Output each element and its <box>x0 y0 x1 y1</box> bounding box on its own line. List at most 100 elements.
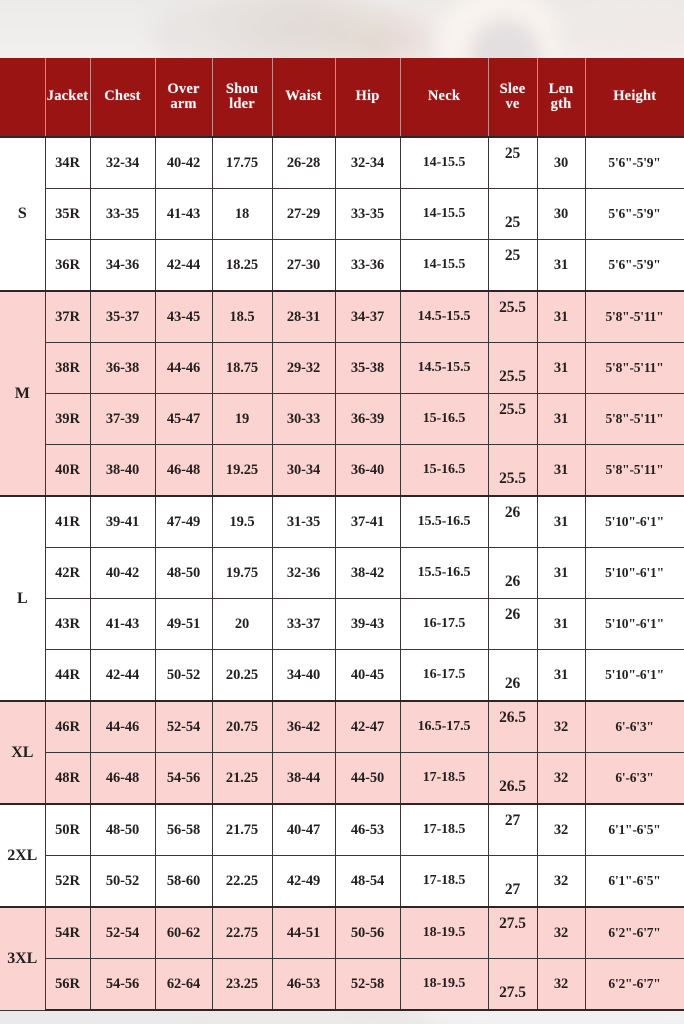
cell-sleeve: 26.5 <box>487 700 538 753</box>
cell-waist: 30-33 <box>271 393 336 445</box>
cell-waist: 28-31 <box>271 290 336 343</box>
cell-waist: 30-34 <box>271 444 336 497</box>
cell-overarm: 52-54 <box>154 700 213 753</box>
cell-overarm: 60-62 <box>154 906 213 959</box>
size-label-s: S <box>0 136 46 292</box>
cell-shoulder: 21.25 <box>211 752 273 805</box>
cell-jacket: 40R <box>44 444 91 497</box>
cell-chest: 54-56 <box>89 958 156 1011</box>
cell-jacket: 48R <box>44 752 91 805</box>
cell-overarm: 42-44 <box>154 239 213 292</box>
cell-overarm: 56-58 <box>154 803 213 856</box>
table-row: 56R 54-56 62-64 23.25 46-53 52-58 18-19.5 27.5 3… <box>0 958 684 1011</box>
cell-shoulder: 19.75 <box>211 547 273 599</box>
cell-height: 6'1"-6'5" <box>584 803 684 856</box>
size-label-l: L <box>0 495 46 702</box>
size-label-xl: XL <box>0 700 46 805</box>
header-label-line2: gth <box>550 96 572 112</box>
cell-neck: 18-19.5 <box>399 958 489 1011</box>
cell-overarm: 58-60 <box>154 855 213 908</box>
cell-jacket: 54R <box>44 906 91 959</box>
cell-chest: 32-34 <box>89 136 156 189</box>
header-label-line2: lder <box>229 96 255 112</box>
sleeve-value: 25.5 <box>499 299 526 316</box>
cell-chest: 36-38 <box>89 342 156 394</box>
cell-jacket: 56R <box>44 958 91 1011</box>
sleeve-value: 26 <box>504 504 521 521</box>
cell-height: 5'8"-5'11" <box>584 342 684 394</box>
cell-chest: 52-54 <box>89 906 156 959</box>
cell-jacket: 46R <box>44 700 91 753</box>
sleeve-value: 26 <box>504 606 521 623</box>
header-label-line1: Len <box>548 80 574 97</box>
cell-waist: 38-44 <box>271 752 336 805</box>
cell-neck: 15-16.5 <box>399 444 489 497</box>
header-label-line2: arm <box>170 96 197 112</box>
table-row: 35R 33-35 41-43 18 27-29 33-35 14-15.5 25 30 5'6"… <box>0 188 684 240</box>
cell-length: 31 <box>536 342 586 394</box>
cell-neck: 14-15.5 <box>399 136 489 189</box>
table-row: XL 46R 44-46 52-54 20.75 36-42 42-47 16.5-17.5 2… <box>0 700 684 805</box>
cell-waist: 32-36 <box>271 547 336 599</box>
size-chart-container: Jacket Chest Over arm Shou lder Waist Hip Neck Sl… <box>0 58 684 1011</box>
cell-waist: 27-30 <box>271 239 336 292</box>
cell-length: 31 <box>536 547 586 599</box>
cell-sleeve: 25 <box>487 136 538 189</box>
cell-length: 31 <box>536 239 586 292</box>
sleeve-value: 26 <box>504 675 521 692</box>
cell-jacket: 52R <box>44 855 91 908</box>
cell-sleeve: 25.5 <box>487 444 538 497</box>
size-chart-table: Jacket Chest Over arm Shou lder Waist Hip Neck Sl… <box>0 58 684 1011</box>
sleeve-value: 25 <box>504 145 521 162</box>
table-row: 48R 46-48 54-56 21.25 38-44 44-50 17-18.5 26.5 3… <box>0 752 684 805</box>
cell-waist: 40-47 <box>271 803 336 856</box>
sleeve-value: 27.5 <box>499 984 526 1001</box>
cell-height: 5'10"-6'1" <box>584 547 684 599</box>
cell-waist: 36-42 <box>271 700 336 753</box>
cell-length: 32 <box>536 906 586 959</box>
cell-jacket: 35R <box>44 188 91 240</box>
cell-jacket: 42R <box>44 547 91 599</box>
cell-shoulder: 18.75 <box>211 342 273 394</box>
cell-sleeve: 27 <box>487 855 538 908</box>
cell-jacket: 50R <box>44 803 91 856</box>
cell-shoulder: 17.75 <box>211 136 273 189</box>
cell-overarm: 62-64 <box>154 958 213 1011</box>
header-cell-height: Height <box>585 58 684 137</box>
cell-neck: 16-17.5 <box>399 649 489 702</box>
cell-hip: 32-34 <box>334 136 401 189</box>
cell-chest: 37-39 <box>89 393 156 445</box>
cell-waist: 44-51 <box>271 906 336 959</box>
cell-neck: 15-16.5 <box>399 393 489 445</box>
cell-chest: 44-46 <box>89 700 156 753</box>
cell-neck: 17-18.5 <box>399 803 489 856</box>
sleeve-value: 26.5 <box>499 709 526 726</box>
cell-height: 6'2"-6'7" <box>584 906 684 959</box>
cell-jacket: 41R <box>44 495 91 548</box>
table-row: S 34R 32-34 40-42 17.75 26-28 32-34 14-15.5 25 30… <box>0 136 684 292</box>
cell-waist: 46-53 <box>271 958 336 1011</box>
cell-waist: 29-32 <box>271 342 336 394</box>
cell-length: 30 <box>536 136 586 189</box>
cell-hip: 38-42 <box>334 547 401 599</box>
cell-chest: 33-35 <box>89 188 156 240</box>
cell-neck: 15.5-16.5 <box>399 547 489 599</box>
cell-length: 31 <box>536 598 586 650</box>
cell-neck: 14.5-15.5 <box>399 342 489 394</box>
cell-chest: 50-52 <box>89 855 156 908</box>
cell-overarm: 50-52 <box>154 649 213 702</box>
header-cell-sleeve: Slee ve <box>488 58 538 137</box>
table-row: 42R 40-42 48-50 19.75 32-36 38-42 15.5-16.5 26 3… <box>0 547 684 599</box>
sleeve-value: 27 <box>504 881 521 898</box>
cell-length: 32 <box>536 700 586 753</box>
cell-chest: 35-37 <box>89 290 156 343</box>
cell-neck: 14-15.5 <box>399 239 489 292</box>
cell-shoulder: 20 <box>211 598 273 650</box>
cell-sleeve: 25.5 <box>487 393 538 445</box>
cell-sleeve: 27.5 <box>487 906 538 959</box>
sleeve-value: 27.5 <box>499 915 526 932</box>
cell-length: 30 <box>536 188 586 240</box>
sleeve-value: 26.5 <box>499 778 526 795</box>
cell-height: 5'10"-6'1" <box>584 649 684 702</box>
cell-waist: 26-28 <box>271 136 336 189</box>
